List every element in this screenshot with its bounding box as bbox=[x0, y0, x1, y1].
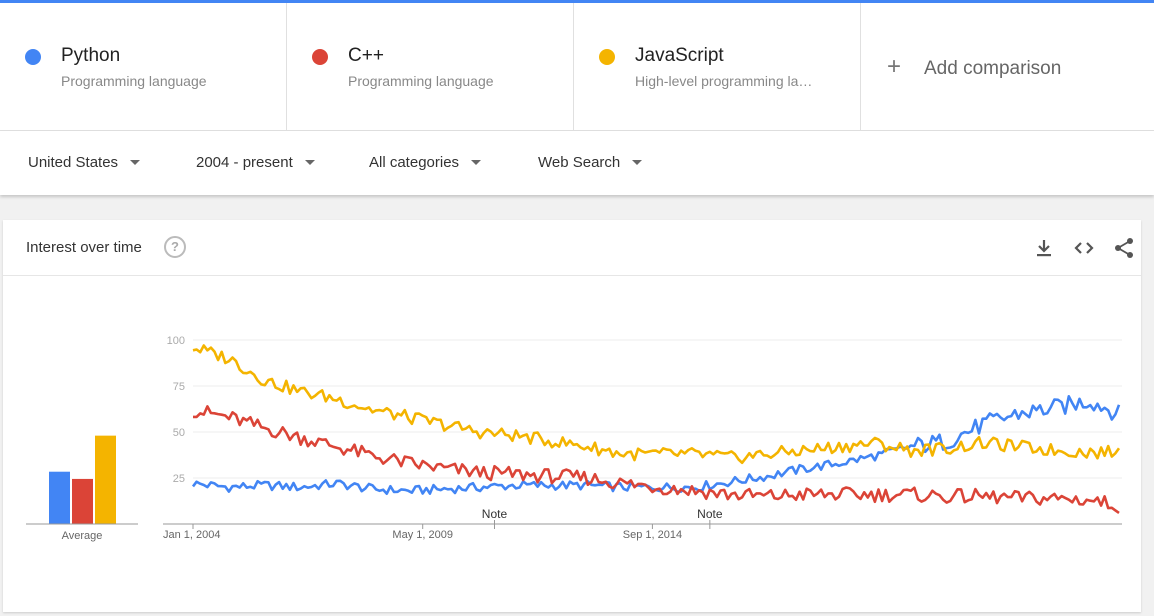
top-accent-line bbox=[0, 0, 1154, 3]
caret-down-icon bbox=[471, 160, 482, 165]
region-label: United States bbox=[28, 154, 119, 171]
embed-code-icon[interactable] bbox=[1072, 236, 1096, 260]
help-icon[interactable]: ? bbox=[164, 236, 186, 258]
comparison-bar: Python Programming language C++ Programm… bbox=[0, 3, 1154, 131]
caret-down-icon bbox=[304, 160, 315, 165]
category-label: All categories bbox=[369, 154, 460, 171]
search-type-dropdown[interactable]: Web Search bbox=[538, 154, 643, 171]
filter-bar: United States 2004 - present All categor… bbox=[0, 131, 1154, 195]
javascript-color-dot bbox=[599, 49, 615, 65]
term-name: Python bbox=[61, 45, 121, 66]
caret-down-icon bbox=[632, 160, 643, 165]
card-title: Interest over time bbox=[26, 239, 142, 256]
search-type-label: Web Search bbox=[538, 154, 621, 171]
term-type: Programming language bbox=[61, 73, 207, 89]
term-python[interactable]: Python Programming language bbox=[0, 3, 287, 130]
term-cpp[interactable]: C++ Programming language bbox=[287, 3, 574, 130]
category-dropdown[interactable]: All categories bbox=[369, 154, 482, 171]
term-javascript[interactable]: JavaScript High-level programming la… bbox=[574, 3, 861, 130]
download-icon[interactable] bbox=[1032, 236, 1056, 260]
python-color-dot bbox=[25, 49, 41, 65]
term-type: Programming language bbox=[348, 73, 494, 89]
term-type: High-level programming la… bbox=[635, 73, 813, 89]
interest-over-time-card: Interest over time ? bbox=[3, 220, 1141, 612]
add-comparison-button[interactable]: + Add comparison bbox=[861, 3, 1154, 130]
term-name: C++ bbox=[348, 45, 384, 66]
card-header: Interest over time ? bbox=[3, 220, 1141, 276]
share-icon[interactable] bbox=[1112, 236, 1136, 260]
add-comparison-label: Add comparison bbox=[924, 58, 1062, 79]
plus-icon: + bbox=[887, 53, 902, 80]
time-range-label: 2004 - present bbox=[196, 154, 293, 171]
time-range-dropdown[interactable]: 2004 - present bbox=[196, 154, 315, 171]
term-name: JavaScript bbox=[635, 45, 724, 66]
caret-down-icon bbox=[130, 160, 141, 165]
region-dropdown[interactable]: United States bbox=[28, 154, 141, 171]
cpp-color-dot bbox=[312, 49, 328, 65]
